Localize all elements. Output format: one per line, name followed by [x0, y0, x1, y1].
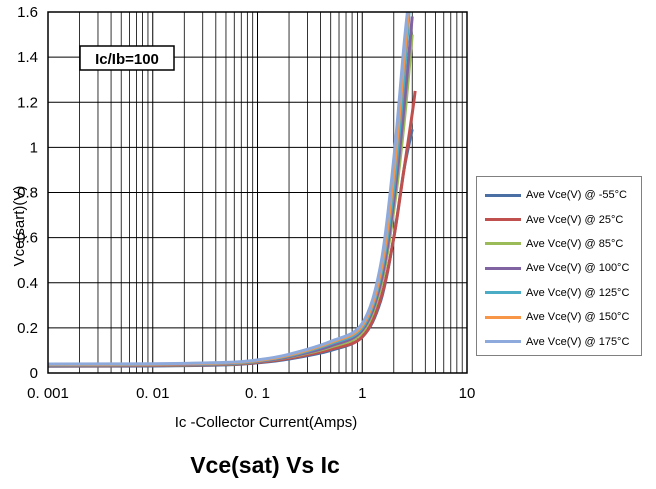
legend-item: Ave Vce(V) @ 85°C: [485, 232, 637, 256]
y-tick-label: 0.2: [17, 320, 38, 337]
y-tick-label: 1: [30, 139, 38, 156]
legend-item: Ave Vce(V) @ -55°C: [485, 183, 637, 207]
y-tick-label: 0.8: [17, 185, 38, 202]
plot-border: [47, 11, 468, 374]
legend-swatch: [485, 193, 521, 197]
legend-label: Ave Vce(V) @ 175°C: [526, 335, 630, 348]
axis-layer: [47, 11, 468, 374]
annotation-box: [79, 45, 175, 71]
legend: Ave Vce(V) @ -55°C Ave Vce(V) @ 25°C Ave V…: [476, 176, 642, 356]
x-axis-title: Ic -Collector Current(Amps): [175, 414, 358, 431]
series-line-6: [47, 11, 409, 366]
y-tick-label: 0.4: [17, 275, 38, 292]
x-tick-label: 1: [358, 385, 366, 402]
legend-label: Ave Vce(V) @ 100°C: [526, 262, 630, 275]
legend-label: Ave Vce(V) @ 25°C: [526, 213, 624, 226]
y-tick-label: 0.6: [17, 230, 38, 247]
legend-swatch: [485, 218, 521, 222]
x-tick-label: 0. 001: [27, 385, 69, 402]
legend-item: Ave Vce(V) @ 100°C: [485, 256, 637, 280]
y-axis-title: Vce(sart)(V): [11, 186, 28, 267]
y-tick-label: 0: [30, 365, 38, 382]
chart-title: Vce(sat) Vs Ic: [190, 452, 340, 478]
x-tick-label: 0. 01: [136, 385, 169, 402]
legend-item: Ave Vce(V) @ 150°C: [485, 305, 637, 329]
legend-label: Ave Vce(V) @ 85°C: [526, 237, 624, 250]
legend-swatch: [485, 291, 521, 295]
y-tick-label: 1.2: [17, 94, 38, 111]
legend-item: Ave Vce(V) @ 125°C: [485, 281, 637, 305]
legend-label: Ave Vce(V) @ 150°C: [526, 311, 630, 324]
annotation-text: Ic/Ib=100: [95, 51, 159, 68]
legend-swatch: [485, 315, 521, 319]
y-tick-label: 1.4: [17, 49, 38, 66]
tick-layer: 0. 001 0. 01 0. 1 1 10 0 0.2 0.4 0.6 0.8 1 1.2 1.4 1.…: [17, 4, 475, 402]
series-layer: [47, 11, 417, 368]
x-tick-label: 10: [459, 385, 476, 402]
legend-item: Ave Vce(V) @ 25°C: [485, 207, 637, 231]
legend-swatch: [485, 242, 521, 246]
x-tick-label: 0. 1: [245, 385, 270, 402]
legend-label: Ave Vce(V) @ -55°C: [526, 189, 627, 202]
legend-swatch: [485, 266, 521, 270]
legend-item: Ave Vce(V) @ 175°C: [485, 329, 637, 353]
legend-label: Ave Vce(V) @ 125°C: [526, 286, 630, 299]
y-tick-label: 1.6: [17, 4, 38, 21]
legend-swatch: [485, 340, 521, 344]
